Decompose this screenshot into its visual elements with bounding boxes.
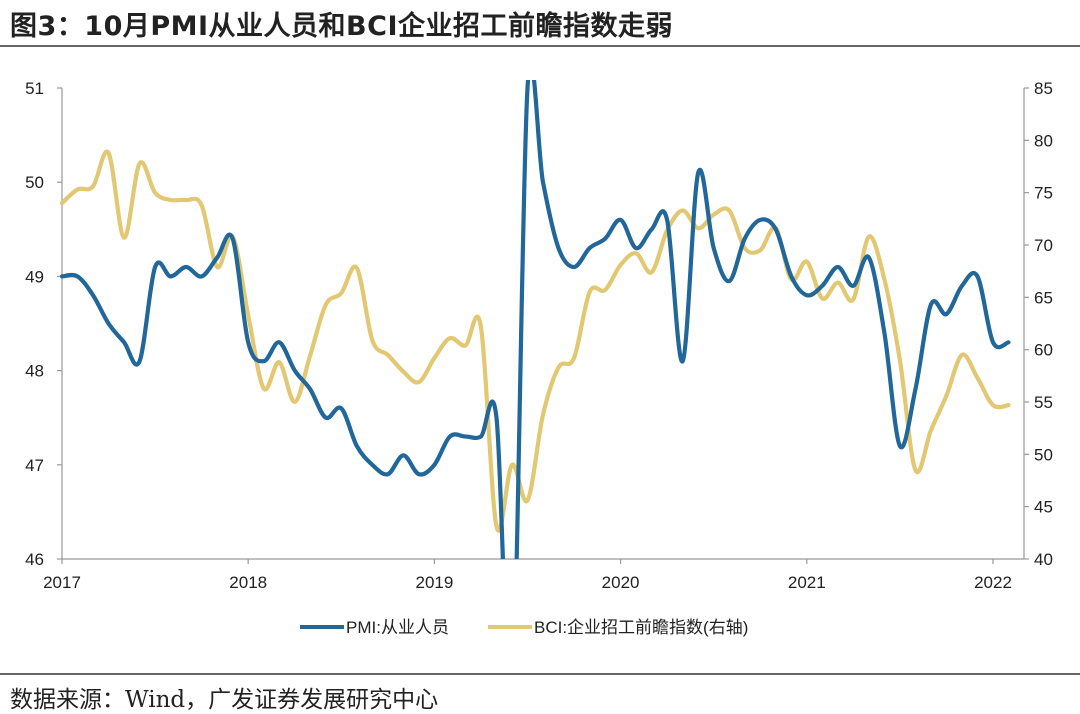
x-tick-label: 2022 bbox=[974, 573, 1012, 592]
bci-series-line bbox=[59, 149, 1011, 533]
x-tick-label: 2020 bbox=[602, 573, 640, 592]
right-tick-label: 60 bbox=[1034, 341, 1053, 360]
right-tick-label: 75 bbox=[1034, 184, 1053, 203]
bottom-divider bbox=[0, 673, 1080, 675]
legend-pmi: PMI:从业人员 bbox=[300, 618, 449, 637]
right-tick-label: 65 bbox=[1034, 288, 1053, 307]
legend-bci: BCI:企业招工前瞻指数(右轴) bbox=[488, 618, 748, 637]
x-tick-label: 2019 bbox=[415, 573, 453, 592]
x-tick-label: 2021 bbox=[788, 573, 826, 592]
right-tick-label: 80 bbox=[1034, 131, 1053, 150]
left-tick-label: 49 bbox=[25, 267, 44, 286]
left-tick-label: 51 bbox=[25, 79, 44, 98]
right-tick-label: 40 bbox=[1034, 550, 1053, 569]
chart: 46 47 48 49 50 51 40 45 50 55 60 65 70 75 80 85 2017 2018… bbox=[25, 79, 1053, 637]
series-layer bbox=[59, 80, 1011, 559]
top-divider bbox=[0, 45, 1080, 47]
chart-title: 图3：10月PMI从业人员和BCI企业招工前瞻指数走弱 bbox=[10, 11, 674, 42]
x-tick-label: 2017 bbox=[43, 573, 81, 592]
left-tick-label: 50 bbox=[25, 173, 44, 192]
right-tick-label: 70 bbox=[1034, 236, 1053, 255]
pmi-series-line bbox=[59, 80, 1011, 559]
left-tick-label: 48 bbox=[25, 362, 44, 381]
right-tick-label: 85 bbox=[1034, 79, 1053, 98]
legend-pmi-label: PMI:从业人员 bbox=[346, 618, 449, 637]
legend-bci-label: BCI:企业招工前瞻指数(右轴) bbox=[534, 618, 748, 637]
axes: 46 47 48 49 50 51 40 45 50 55 60 65 70 75 80 85 2017 2018… bbox=[25, 79, 1053, 592]
right-tick-label: 50 bbox=[1034, 445, 1053, 464]
right-tick-label: 55 bbox=[1034, 393, 1053, 412]
data-source: 数据来源：Wind，广发证券发展研究中心 bbox=[10, 687, 439, 713]
x-tick-label: 2018 bbox=[229, 573, 267, 592]
right-tick-label: 45 bbox=[1034, 498, 1053, 517]
legend: PMI:从业人员 BCI:企业招工前瞻指数(右轴) bbox=[300, 618, 748, 637]
left-tick-label: 47 bbox=[25, 456, 44, 475]
left-tick-label: 46 bbox=[25, 550, 44, 569]
